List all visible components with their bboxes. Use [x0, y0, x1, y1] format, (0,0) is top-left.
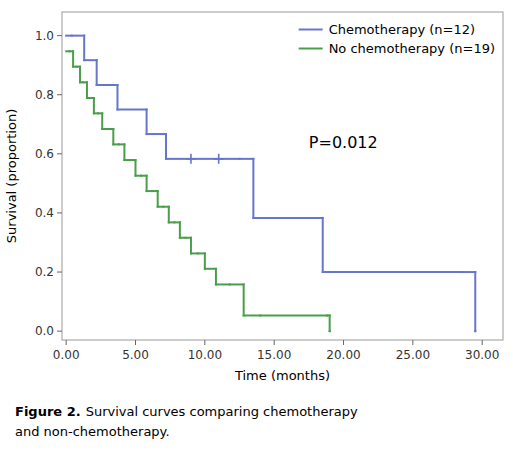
legend-swatch	[299, 29, 323, 31]
censor-mark	[214, 154, 224, 164]
x-tick-label: 25.00	[396, 348, 430, 362]
x-tick	[412, 340, 413, 345]
step-riser	[79, 67, 81, 83]
step-riser	[157, 191, 159, 207]
x-tick-label: 10.00	[188, 348, 222, 362]
y-tick	[57, 272, 62, 273]
chart: 0.00 5.00 10.00 15.00 20.00 25.00 30.00 0.0 0.2 0…	[0, 0, 513, 473]
x-tick-label: 30.00	[465, 348, 499, 362]
step-segment	[240, 158, 254, 160]
step-segment	[216, 283, 230, 285]
step-segment	[260, 314, 327, 316]
step-segment	[84, 59, 96, 61]
step-segment	[117, 109, 146, 111]
legend-swatch	[299, 48, 323, 50]
x-tick	[343, 340, 344, 345]
plot-frame	[62, 12, 503, 340]
step-riser	[135, 160, 137, 176]
x-tick-label: 15.00	[257, 348, 291, 362]
annotation: P=0.012	[309, 133, 378, 152]
step-riser	[329, 315, 331, 331]
y-tick-label: 0.2	[35, 265, 54, 279]
caption-text: and non-chemotherapy.	[15, 424, 170, 439]
legend-label: Chemotherapy (n=12)	[329, 22, 475, 37]
step-segment	[97, 84, 118, 86]
x-axis-label: Time (months)	[234, 368, 330, 383]
step-riser	[168, 207, 170, 223]
step-riser	[179, 222, 181, 237]
x-tick-label: 0.00	[53, 348, 80, 362]
caption-label: Figure 2.	[15, 404, 81, 419]
x-tick	[482, 340, 483, 345]
caption: Figure 2. Survival curves comparing chemo…	[15, 404, 358, 419]
y-tick	[57, 94, 62, 95]
legend: Chemotherapy (n=12) No chemotherapy (n=19…	[299, 22, 495, 56]
step-riser	[86, 82, 88, 98]
y-tick	[57, 212, 62, 213]
step-riser	[165, 134, 167, 159]
step-segment	[191, 252, 198, 254]
step-riser	[146, 176, 148, 191]
step-segment	[323, 271, 462, 273]
censor-mark	[186, 154, 196, 164]
y-tick	[57, 153, 62, 154]
step-segment	[230, 283, 244, 285]
step-riser	[252, 159, 254, 218]
step-riser	[96, 60, 98, 85]
step-riser	[93, 98, 95, 113]
y-tick-label: 0.4	[35, 206, 54, 220]
step-riser	[474, 272, 476, 331]
y-tick-label: 0.8	[35, 88, 54, 102]
legend-label: No chemotherapy (n=19)	[329, 41, 495, 56]
step-segment	[205, 268, 216, 270]
caption-text: Survival curves comparing chemotherapy	[86, 404, 358, 419]
step-riser	[243, 284, 245, 315]
step-riser	[83, 36, 85, 61]
step-segment	[461, 271, 475, 273]
step-riser	[123, 144, 125, 160]
step-riser	[204, 253, 206, 268]
step-segment	[253, 217, 322, 219]
step-riser	[146, 110, 148, 135]
step-segment	[147, 133, 166, 135]
step-riser	[215, 269, 217, 285]
y-tick	[57, 35, 62, 36]
y-tick-label: 1.0	[35, 29, 54, 43]
step-segment	[198, 252, 205, 254]
step-riser	[116, 85, 118, 110]
x-tick-label: 20.00	[326, 348, 360, 362]
step-segment	[72, 35, 84, 37]
step-riser	[190, 238, 192, 254]
y-axis-label: Survival (proportion)	[4, 109, 19, 243]
x-tick	[274, 340, 275, 345]
x-tick	[135, 340, 136, 345]
plot-data	[66, 36, 475, 331]
y-tick	[57, 331, 62, 332]
step-riser	[112, 129, 114, 144]
step-riser	[72, 51, 74, 66]
y-tick-label: 0.6	[35, 147, 54, 161]
step-riser	[101, 113, 103, 129]
step-segment	[244, 314, 261, 316]
x-tick	[204, 340, 205, 345]
x-tick	[66, 340, 67, 345]
x-tick-label: 5.00	[122, 348, 149, 362]
y-tick-label: 0.0	[35, 324, 54, 338]
step-riser	[322, 218, 324, 272]
